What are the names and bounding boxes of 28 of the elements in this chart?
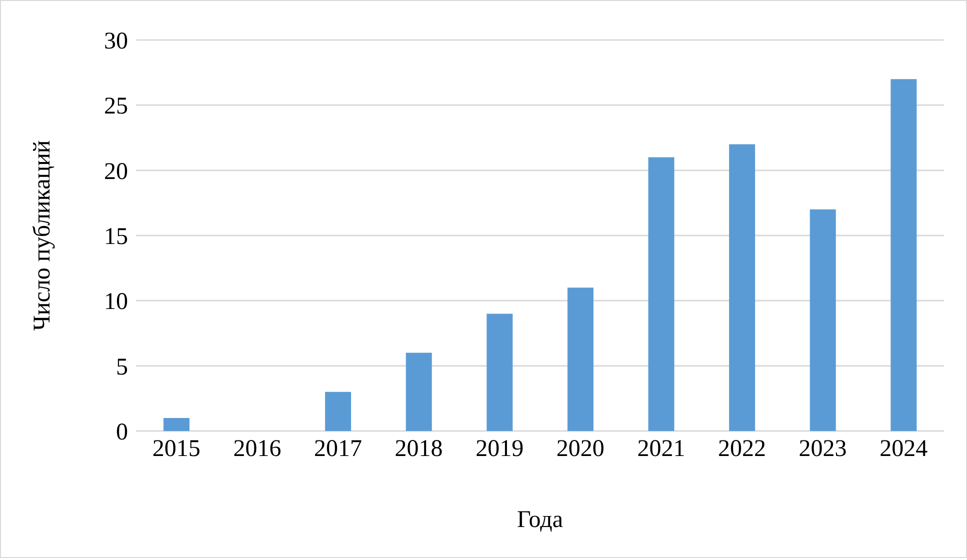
- y-tick-label: 0: [116, 420, 128, 446]
- bar: [325, 392, 352, 431]
- x-tick-label: 2020: [556, 436, 604, 462]
- bar: [486, 314, 513, 431]
- bar: [729, 144, 756, 431]
- x-tick-label: 2017: [314, 436, 362, 462]
- bar: [567, 288, 594, 431]
- y-tick-label: 30: [104, 28, 128, 55]
- x-tick-label: 2016: [233, 436, 282, 462]
- y-tick-label: 5: [116, 354, 128, 380]
- y-tick-label: 10: [104, 289, 128, 316]
- bar: [648, 157, 674, 431]
- x-tick-label: 2018: [394, 436, 443, 462]
- y-axis-title: Число публикаций: [30, 140, 56, 331]
- bar: [406, 352, 432, 431]
- x-tick-label: 2015: [152, 436, 200, 462]
- y-tick-label: 15: [104, 224, 128, 250]
- bar: [163, 418, 190, 431]
- x-tick-label: 2021: [637, 436, 686, 462]
- x-tick-label: 2024: [880, 436, 928, 462]
- x-tick-label: 2022: [718, 436, 766, 462]
- x-axis-title: Года: [517, 507, 564, 533]
- x-tick-label: 2019: [476, 436, 524, 462]
- bar: [810, 209, 836, 431]
- bar: [890, 79, 917, 431]
- y-tick-label: 25: [104, 94, 128, 120]
- y-tick-label: 20: [104, 158, 128, 185]
- x-tick-label: 2023: [798, 436, 847, 462]
